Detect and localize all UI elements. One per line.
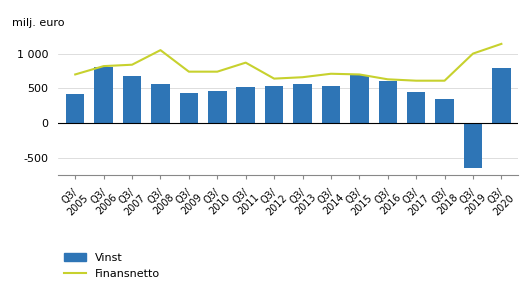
Bar (265, 85, 284, 123)
Bar (350, 75, 369, 123)
Bar (66, 94, 85, 123)
Text: milj. euro: milj. euro (12, 18, 65, 28)
Bar (293, 84, 312, 123)
Bar (123, 76, 141, 123)
Bar (464, 123, 482, 168)
Bar (180, 92, 198, 123)
Bar (236, 87, 255, 123)
Bar (208, 91, 226, 123)
Bar (322, 86, 340, 123)
Bar (492, 68, 510, 123)
Bar (379, 81, 397, 123)
Legend: Vinst, Finansnetto: Vinst, Finansnetto (64, 253, 160, 279)
Bar (151, 84, 170, 123)
Bar (94, 67, 113, 123)
Bar (435, 99, 454, 123)
Bar (407, 92, 425, 123)
